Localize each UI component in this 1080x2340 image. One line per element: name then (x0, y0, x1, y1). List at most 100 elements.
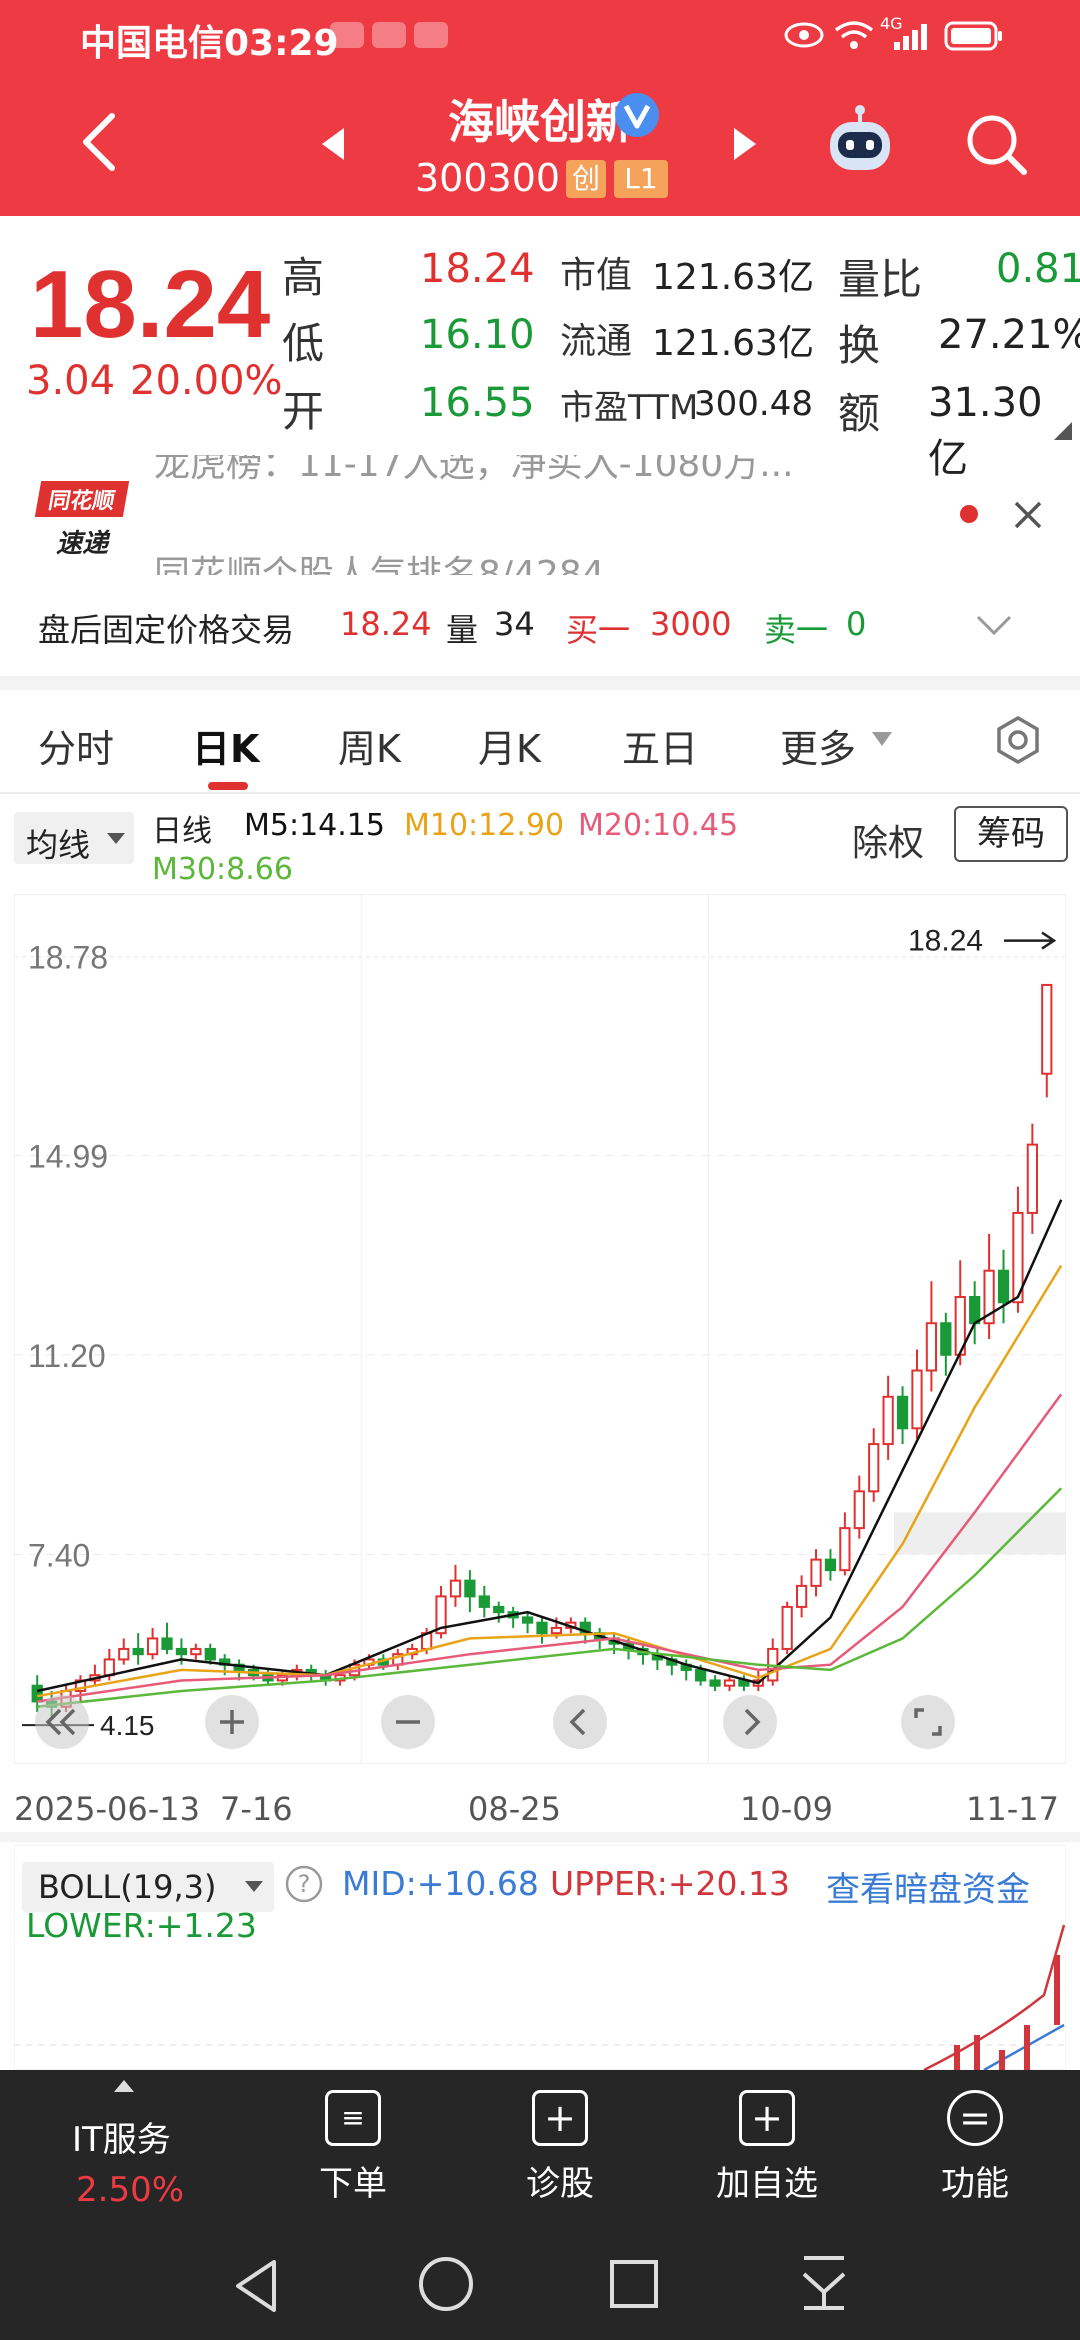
tab-daily-k[interactable]: 日K (192, 727, 260, 771)
boll-chart (13, 1844, 1067, 2072)
news-ticker[interactable]: 同花顺 速递 龙虎榜：11-17入选，净买入-1080万... 同花顺个股人气排… (0, 455, 1080, 575)
chips-button[interactable]: 筹码 (954, 806, 1068, 862)
kline-chart[interactable]: 18.78 14.99 11.20 7.40 18.24 4.15 (13, 893, 1067, 1765)
indicator-selector[interactable]: BOLL(19,3) (22, 1862, 274, 1912)
high-label: 高 (282, 253, 325, 302)
candle-body (781, 1605, 793, 1650)
candle-body (536, 1621, 548, 1635)
last-price-label: 18.24 (908, 925, 983, 958)
zoom-in-icon[interactable] (204, 1694, 260, 1750)
candle-body (161, 1637, 173, 1650)
tabs-divider (0, 792, 1080, 794)
candle-body (983, 1269, 995, 1325)
zoom-out-icon[interactable] (380, 1694, 436, 1750)
tab-more[interactable]: 更多 (780, 727, 857, 771)
candle-body (824, 1558, 837, 1572)
scroll-left-icon[interactable] (552, 1694, 608, 1750)
candle-body (1041, 983, 1053, 1075)
x-label-end: 11-17 (966, 1790, 1059, 1828)
y-tick-label: 7.40 (28, 1537, 90, 1573)
y-tick-label: 18.78 (28, 940, 108, 976)
dark-pool-link[interactable]: 查看暗盘资金 (826, 1870, 1030, 1910)
tab-five-day[interactable]: 五日 (622, 727, 699, 771)
next-stock-icon[interactable] (730, 124, 760, 164)
expand-corner-icon[interactable] (1052, 420, 1074, 442)
tab-weekly-k[interactable]: 周K (338, 727, 401, 771)
candle-body (190, 1647, 202, 1656)
turnover-value: 27.21% (938, 312, 1080, 358)
ma-line (37, 1487, 1063, 1708)
low-value: 16.10 (420, 312, 535, 358)
scroll-left-double-icon[interactable] (34, 1694, 90, 1750)
level-badge: L1 (614, 160, 668, 198)
ma5-value: M5:14.15 (244, 808, 385, 843)
stock-name: 海峡创新 (448, 95, 632, 149)
after-hours-vol: 34 (494, 605, 535, 643)
candle-body (550, 1626, 563, 1635)
candle-body (478, 1595, 490, 1608)
candle-body (911, 1369, 923, 1430)
current-price: 18.24 (30, 251, 271, 358)
pe-label: 市盈TTM (560, 388, 699, 428)
robot-assistant-icon[interactable] (822, 102, 898, 182)
sector-name[interactable]: IT服务 (72, 2120, 171, 2160)
amount-label: 额 (838, 389, 881, 438)
candle-body (896, 1395, 909, 1430)
close-icon[interactable] (1012, 499, 1044, 531)
back-icon[interactable] (76, 110, 120, 174)
nav-recents-icon[interactable] (606, 2256, 662, 2312)
functions-icon: = (947, 2090, 1003, 2146)
mktcap-value: 121.63亿 (652, 257, 814, 298)
tab-intraday[interactable]: 分时 (38, 727, 115, 771)
section-divider (0, 1832, 1080, 1842)
price-change-pct: 20.00% (130, 358, 283, 404)
battery-icon (944, 21, 1002, 51)
verified-icon (615, 93, 659, 137)
kline-svg[interactable]: 18.78 14.99 11.20 7.40 18.24 4.15 (13, 893, 1067, 1765)
x-label-4: 10-09 (740, 1790, 833, 1828)
ma30-value: M30:8.66 (152, 852, 293, 887)
float-value: 121.63亿 (652, 323, 814, 364)
candle-body (695, 1668, 707, 1682)
ma20-value: M20:10.45 (578, 808, 739, 843)
y-tick-label: 11.20 (28, 1338, 106, 1374)
candle-body (146, 1637, 159, 1656)
candle-body (882, 1395, 894, 1446)
nav-back-icon[interactable] (230, 2256, 284, 2316)
candle-body (1026, 1143, 1038, 1214)
settings-icon[interactable] (992, 714, 1044, 766)
scroll-right-icon[interactable] (722, 1694, 778, 1750)
sector-change: 2.50% (76, 2170, 185, 2210)
diagnose-button[interactable]: + 诊股 (485, 2090, 635, 2205)
bid-label: 买一 (566, 611, 631, 649)
functions-button[interactable]: = 功能 (900, 2090, 1050, 2205)
y-tick-label: 14.99 (28, 1139, 108, 1175)
caret-down-icon (872, 732, 892, 746)
candle-body (925, 1322, 938, 1372)
board-badge: 创 (566, 160, 606, 198)
after-hours-bar[interactable]: 盘后固定价格交易 18.24 量 34 买一 3000 卖一 0 (0, 585, 1080, 665)
ma-line (37, 1393, 1063, 1703)
nav-home-icon[interactable] (416, 2254, 476, 2314)
last-price-arrow (1004, 931, 1057, 950)
candle-body (868, 1443, 880, 1493)
candle-body (810, 1558, 822, 1587)
tab-monthly-k[interactable]: 月K (478, 727, 541, 771)
chevron-down-icon[interactable] (974, 613, 1014, 639)
network-type: 4G (880, 14, 903, 33)
header-bar: 中国电信03:29 4G (0, 0, 1080, 216)
search-icon[interactable] (964, 112, 1030, 178)
ex-rights-toggle[interactable]: 除权 (852, 823, 925, 864)
nav-notifications-icon[interactable] (796, 2252, 852, 2312)
add-watchlist-button[interactable]: + 加自选 (692, 2090, 842, 2205)
price-change: 3.04 (26, 358, 116, 404)
prev-stock-icon[interactable] (318, 124, 348, 164)
add-icon: + (739, 2090, 795, 2146)
boll-mid: MID:+10.68 (342, 1864, 539, 1903)
order-button[interactable]: ≡ 下单 (278, 2090, 428, 2205)
fullscreen-icon[interactable] (900, 1694, 956, 1750)
ma-selector[interactable]: 均线 (14, 812, 134, 864)
help-icon[interactable]: ? (284, 1864, 324, 1904)
candle-body (118, 1647, 130, 1661)
after-hours-price: 18.24 (340, 605, 432, 643)
